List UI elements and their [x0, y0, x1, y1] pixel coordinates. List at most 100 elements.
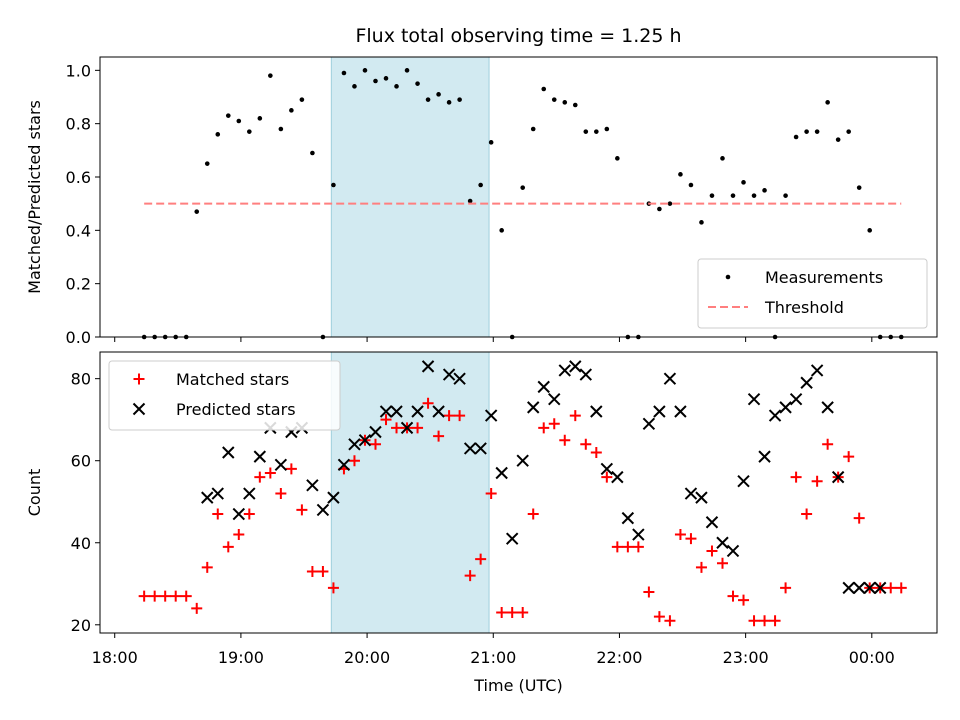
x-tick-label: 00:00: [849, 648, 895, 667]
predicted-star-point: [611, 470, 624, 484]
x-tick-label: 21:00: [470, 648, 516, 667]
predicted-star-point: [474, 442, 487, 455]
predicted-star-point: [232, 507, 246, 521]
predicted-star-point: [768, 409, 782, 422]
measurement-point: [404, 68, 410, 73]
predicted-star-point: [495, 466, 508, 480]
measurement-point: [331, 182, 336, 188]
matched-star-point: [538, 422, 550, 434]
matched-star-point: [180, 590, 192, 602]
matched-star-point: [454, 410, 466, 422]
predicted-star-point: [274, 458, 288, 472]
predicted-star-point: [758, 450, 771, 463]
predicted-star-point: [569, 360, 582, 373]
predicted-star-point: [558, 364, 571, 377]
matched-star-point: [801, 508, 813, 520]
matched-star-point: [212, 508, 224, 520]
predicted-star-point: [211, 487, 224, 500]
matched-star-point: [506, 606, 518, 618]
legend-box: [697, 258, 928, 329]
matched-star-point: [317, 565, 329, 577]
predicted-star-point: [632, 528, 645, 541]
measurement-point: [478, 182, 483, 188]
ratio-legend: Measurements Threshold: [697, 258, 928, 329]
matched-star-point: [569, 410, 581, 422]
predicted-star-point: [821, 401, 834, 414]
predicted-star-point: [222, 446, 235, 459]
matched-star-point: [254, 471, 266, 483]
ratio-y-ticks: 0.0 0.2 0.4 0.6 0.8 1.0: [66, 61, 100, 347]
measurement-point: [615, 156, 620, 161]
count-marks: [138, 360, 907, 627]
predicted-star-point: [863, 581, 876, 595]
measurement-point: [541, 86, 547, 92]
observing-window-shade-top: [330, 56, 490, 338]
legend-label: Threshold: [764, 298, 844, 317]
measurement-point: [835, 137, 841, 142]
measurement-point: [709, 193, 715, 198]
measurement-point: [236, 118, 242, 124]
predicted-star-point: [453, 372, 466, 385]
predicted-star-point: [527, 401, 540, 414]
matched-star-point: [149, 590, 161, 602]
predicted-star-point: [600, 462, 614, 476]
predicted-star-point: [852, 581, 866, 595]
measurement-point: [688, 182, 694, 188]
matched-star-point: [843, 451, 855, 463]
measurement-point: [856, 185, 862, 190]
measurement-point: [793, 134, 799, 140]
predicted-star-point: [243, 487, 256, 500]
measurement-point: [268, 73, 273, 78]
measurement-point: [678, 172, 683, 177]
measurement-point: [499, 228, 504, 233]
matched-star-point: [853, 512, 865, 524]
y-tick-label: 0.4: [66, 221, 91, 240]
predicted-star-point: [306, 479, 319, 492]
measurement-point: [594, 129, 599, 134]
measurement-point: [699, 220, 704, 225]
predicted-star-point: [779, 401, 792, 414]
matched-star-point: [222, 541, 234, 553]
matched-star-point: [695, 561, 707, 573]
predicted-star-point: [484, 409, 498, 422]
measurement-point: [310, 150, 315, 156]
matched-star-point: [296, 504, 308, 516]
matched-star-point: [443, 410, 455, 422]
matched-star-point: [674, 529, 686, 541]
legend-label: Matched stars: [176, 370, 289, 389]
measurement-point: [741, 180, 746, 185]
measurement-point: [247, 129, 252, 134]
measurement-point: [415, 81, 420, 86]
matched-star-point: [275, 488, 287, 500]
predicted-star-point: [348, 438, 361, 451]
measurement-point: [289, 108, 294, 113]
y-tick-label: 1.0: [66, 61, 91, 80]
matched-star-point: [548, 418, 560, 430]
y-tick-label: 0.2: [66, 275, 91, 294]
legend-marker: [132, 402, 146, 416]
measurement-point: [467, 198, 473, 204]
matched-star-point: [348, 455, 360, 467]
matched-star-point: [759, 615, 771, 627]
predicted-star-point: [516, 454, 529, 467]
ratio-x-ticks: [114, 337, 873, 342]
count-y-axis-label: Count: [25, 469, 44, 517]
matched-star-point: [706, 545, 718, 557]
matched-star-point: [264, 467, 276, 479]
predicted-star-point: [505, 532, 519, 545]
predicted-star-point: [747, 392, 761, 406]
predicted-star-point: [674, 405, 687, 418]
predicted-star-point: [537, 380, 550, 394]
measurement-point: [215, 132, 221, 137]
predicted-star-point: [800, 376, 813, 389]
measurement-point: [783, 193, 788, 198]
measurement-point: [604, 126, 610, 132]
matched-star-point: [327, 582, 339, 594]
matched-star-point: [685, 533, 697, 545]
measurement-point: [225, 113, 231, 118]
predicted-star-point: [590, 405, 603, 418]
matched-star-point: [822, 438, 834, 450]
matched-star-point: [643, 586, 655, 598]
predicted-star-point: [421, 360, 435, 373]
legend-marker: [133, 373, 145, 385]
